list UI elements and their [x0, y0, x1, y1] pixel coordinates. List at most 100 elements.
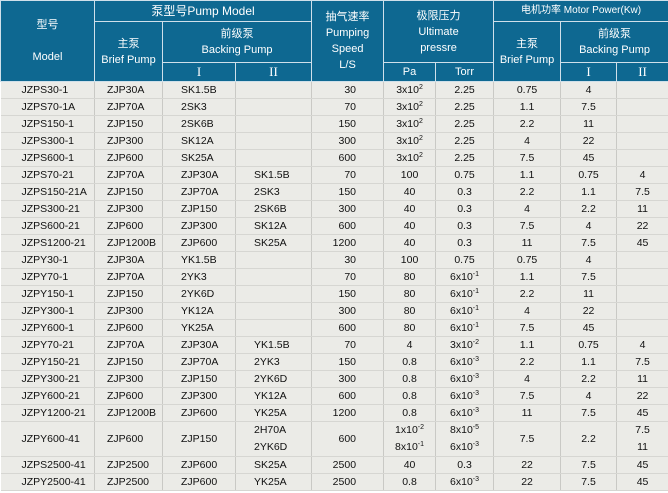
value-text: 7.5 — [519, 433, 535, 445]
cell-backing-1: ZJP300 — [162, 387, 236, 405]
value-text: 11 — [637, 441, 648, 453]
table-row: JZPY150-21 ZJP150 ZJP70A 2YK3 150 0.8 6x10-3 2.… — [0, 353, 668, 371]
cell-main-pump: ZJP300 — [94, 302, 163, 320]
value-text: JZPY150-21 — [21, 356, 80, 368]
value-exponent: 2 — [418, 118, 423, 125]
value-text: JZPS70-21 — [21, 169, 75, 181]
value-text: 0.8 — [402, 407, 417, 419]
cell-pressure-pa: 40 — [383, 200, 437, 218]
cell-motor-backing-1: 7.5 — [560, 268, 618, 286]
cell-motor-main: 7.5 — [493, 421, 562, 457]
cell-backing-2: 2H70A 2YK6D — [235, 421, 313, 457]
cell-pressure-torr: 6x10-1 — [435, 319, 495, 337]
cell-speed: 70 — [311, 166, 385, 184]
cell-motor-main: 7.5 — [493, 217, 562, 235]
header-motor-backing-1: I — [560, 62, 618, 82]
cell-motor-main: 7.5 — [493, 319, 562, 337]
cell-model: JZPS70-1A — [0, 98, 95, 116]
cell-backing-1: SK25A — [162, 149, 236, 167]
cell-pressure-pa: 3x102 — [383, 98, 437, 116]
value-text: 7.5 — [581, 459, 596, 471]
cell-motor-backing-2: 45 — [616, 234, 668, 252]
cell-main-pump: ZJP300 — [94, 200, 163, 218]
cell-backing-2: YK1.5B — [235, 336, 313, 354]
cell-motor-backing-2 — [616, 149, 668, 167]
value-text: 0.3 — [457, 459, 472, 471]
cell-motor-main: 22 — [493, 456, 562, 474]
value-text: ZJP600 — [181, 459, 218, 471]
cell-pressure-pa: 80 — [383, 319, 437, 337]
cell-speed: 150 — [311, 285, 385, 303]
cell-speed: 1200 — [311, 234, 385, 252]
header-speed-cn: 抽气速率 — [325, 11, 370, 23]
cell-speed: 2500 — [311, 456, 385, 474]
value-text: ZJP150 — [181, 433, 218, 445]
cell-motor-backing-2: 45 — [616, 456, 668, 474]
cell-motor-backing-1: 22 — [560, 132, 618, 150]
value-text: 11 — [583, 288, 594, 300]
cell-main-pump: ZJP600 — [94, 421, 163, 457]
table-row: JZPS30-1 ZJP30A SK1.5B 30 3x102 2.25 0.75 4 — [0, 81, 668, 99]
cell-model: JZPS600-21 — [0, 217, 95, 235]
value-text: ZJP70A — [107, 271, 145, 283]
header-motor-backing-cn: 前级泵 — [598, 28, 632, 40]
cell-motor-backing-2 — [616, 319, 668, 337]
header-motor-backing-en: Backing Pump — [579, 44, 651, 56]
value-text: 2SK3 — [181, 101, 207, 113]
cell-motor-backing-1: 7.5 — [560, 98, 618, 116]
value-exponent: -2 — [472, 339, 480, 346]
value-text: ZJP600 — [181, 476, 218, 488]
value-mantissa: 3x10 — [450, 339, 473, 351]
cell-pressure-pa: 4 — [383, 336, 437, 354]
value-text: 7.5 — [635, 356, 650, 368]
cell-model: JZPS2500-41 — [0, 456, 95, 474]
value-text: 150 — [338, 118, 357, 130]
value-text: JZPY150-1 — [21, 288, 75, 300]
cell-backing-2 — [235, 98, 313, 116]
cell-pressure-pa: 0.8 — [383, 370, 437, 388]
value-text: 150 — [338, 186, 357, 198]
cell-pressure-pa: 40 — [383, 456, 437, 474]
table-row: JZPS300-21 ZJP300 ZJP150 2SK6B 300 40 0.3 4 2.2 1… — [0, 200, 668, 218]
value-text: 4 — [585, 390, 592, 402]
cell-speed: 300 — [311, 132, 385, 150]
value-text: 4 — [406, 339, 413, 351]
header-motor-main-en: Brief Pump — [499, 53, 555, 66]
value-text: 1.1 — [519, 339, 535, 351]
cell-backing-1: ZJP600 — [162, 404, 236, 422]
cell-model: JZPS150-1 — [0, 115, 95, 133]
header-model: 型号 Model — [0, 0, 95, 82]
cell-pressure-torr: 6x10-1 — [435, 302, 495, 320]
cell-motor-backing-2 — [616, 132, 668, 150]
cell-backing-1: 2YK3 — [162, 268, 236, 286]
value-text: SK25A — [254, 237, 287, 249]
value-text: ZJP300 — [107, 203, 144, 215]
cell-line: 1x10-2 — [384, 422, 435, 439]
table-row: JZPS150-1 ZJP150 2SK6B 150 3x102 2.25 2.2 11 — [0, 115, 668, 133]
value-exponent: -1 — [472, 271, 480, 278]
value-text: ZJP30A — [107, 254, 145, 266]
cell-backing-1: 2SK6B — [162, 115, 236, 133]
cell-speed: 300 — [311, 370, 385, 388]
cell-model: JZPY600-41 — [0, 421, 95, 457]
cell-main-pump: ZJP600 — [94, 319, 163, 337]
value-text: 4 — [639, 339, 646, 351]
value-text: 22 — [521, 459, 533, 471]
cell-pressure-torr: 6x10-3 — [435, 353, 495, 371]
value-text: JZPS70-1A — [21, 101, 76, 113]
value-text: 300 — [338, 135, 357, 147]
value-text: ZJP70A — [181, 186, 219, 198]
cell-motor-main: 1.1 — [493, 268, 562, 286]
cell-backing-1: ZJP30A — [162, 166, 236, 184]
value-text: 4 — [524, 135, 530, 147]
header-model-cn: 型号 — [36, 19, 59, 31]
cell-model: JZPS30-1 — [0, 81, 95, 99]
value-text: ZJP70A — [107, 169, 145, 181]
value-text: 7.5 — [635, 424, 650, 436]
value-text: 300 — [338, 305, 357, 317]
cell-speed: 150 — [311, 353, 385, 371]
cell-motor-backing-2 — [616, 98, 668, 116]
header-torr: Torr — [435, 62, 495, 82]
cell-motor-backing-2: 7.5 — [616, 353, 668, 371]
